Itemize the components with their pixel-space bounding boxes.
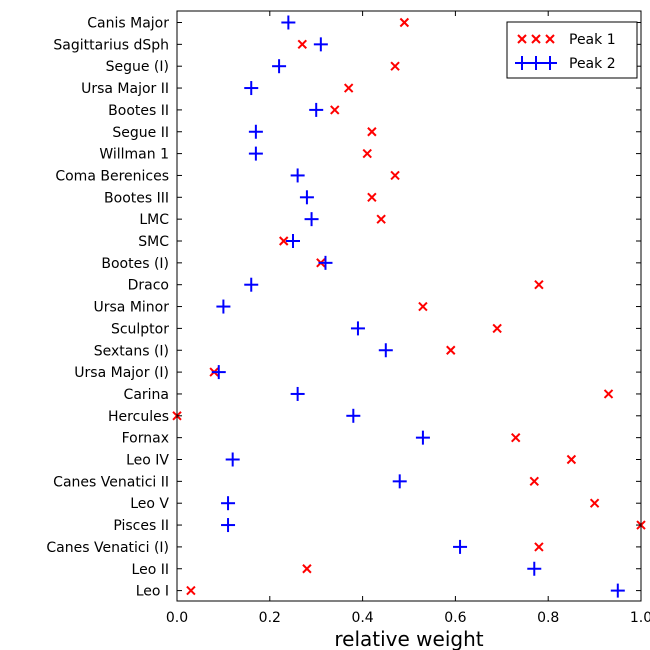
peak2-point <box>350 321 365 336</box>
peak2-point <box>221 518 236 533</box>
y-tick-label: SMC <box>138 234 169 250</box>
peak1-point <box>297 39 307 50</box>
peak1-point <box>362 148 372 159</box>
y-tick-label: Leo II <box>132 562 169 578</box>
plot-area <box>172 15 646 598</box>
peak1-point <box>343 83 354 93</box>
y-tick-label: Sculptor <box>111 321 169 337</box>
axes: Canis Major Sagittarius dSph Segue (I) Ursa… <box>46 11 650 626</box>
legend-x-marker <box>545 34 555 44</box>
legend-label: Peak 1 <box>569 32 616 48</box>
peak2-point <box>272 59 287 74</box>
x-tick-label: 0.0 <box>166 610 188 626</box>
peak2-point <box>392 474 407 489</box>
y-tick-label: Ursa Major II <box>81 81 169 97</box>
peak1-point <box>279 236 289 246</box>
peak2-point <box>216 299 231 314</box>
y-tick-label: Leo I <box>136 584 169 600</box>
x-tick-label: 0.4 <box>351 610 373 626</box>
y-tick-label: Ursa Minor <box>94 300 170 316</box>
legend-label: Peak 2 <box>569 56 616 72</box>
peak2-point <box>281 15 296 30</box>
legend-x-marker <box>531 34 541 44</box>
peak2-point <box>313 37 328 52</box>
x-tick-label: 0.8 <box>537 610 559 626</box>
legend-x-marker <box>517 34 527 44</box>
peak1-point <box>603 389 614 399</box>
peak1-point <box>390 170 400 181</box>
peak2-point <box>244 81 259 96</box>
y-tick-label: Canis Major <box>87 16 169 32</box>
x-tick-label: 0.6 <box>444 610 466 626</box>
peak2-point <box>610 583 625 598</box>
x-tick-label: 0.2 <box>259 610 281 626</box>
peak2-point <box>211 365 226 380</box>
peak1-point <box>589 498 600 508</box>
peak1-point <box>534 542 544 552</box>
legend-box <box>506 21 638 79</box>
peak2-point <box>290 386 305 401</box>
y-tick-label: Bootes (I) <box>101 256 169 272</box>
plot-frame <box>176 10 642 602</box>
peak1-point <box>367 127 377 137</box>
peak1-point <box>186 585 196 596</box>
peak2-point <box>304 212 319 227</box>
peak2-point <box>378 343 393 358</box>
y-tick-label: Fornax <box>122 431 169 447</box>
peak2-point <box>299 190 314 205</box>
y-tick-label: Ursa Major (I) <box>74 365 169 381</box>
y-tick-label: Segue (I) <box>106 59 169 75</box>
peak1-point <box>511 432 521 443</box>
y-tick-label: Segue II <box>112 125 169 141</box>
peak1-point <box>529 476 539 487</box>
peak1-point <box>330 105 340 115</box>
peak2-point <box>225 452 240 467</box>
y-tick-label: Sextans (I) <box>94 343 169 359</box>
peak1-point <box>492 323 502 334</box>
legend-entry: Peak 1 <box>517 32 616 48</box>
peak1-point <box>446 345 456 355</box>
peak1-point <box>302 564 312 574</box>
peak2-point <box>415 430 430 445</box>
y-tick-label: Willman 1 <box>99 147 169 163</box>
y-tick-label: Draco <box>128 278 169 294</box>
legend-entry: Peak 2 <box>515 56 616 72</box>
peak2-point <box>290 168 305 183</box>
y-tick-label: Canes Venatici II <box>53 474 169 490</box>
y-tick-label: Sagittarius dSph <box>53 37 169 53</box>
peak1-point <box>418 301 428 312</box>
peak2-point <box>248 124 263 139</box>
peak2-point <box>221 496 236 511</box>
peak2-point <box>286 234 300 248</box>
peak1-point <box>376 214 386 224</box>
y-tick-label: Carina <box>124 387 169 403</box>
y-tick-label: Bootes II <box>108 103 169 119</box>
y-tick-label: Canes Venatici (I) <box>46 540 169 556</box>
y-tick-label: Coma Berenices <box>55 168 169 184</box>
peak1-point <box>367 192 377 203</box>
peak1-point <box>534 279 544 290</box>
y-tick-label: Pisces II <box>113 518 169 534</box>
peak2-point <box>248 146 263 161</box>
x-axis-title: relative weight <box>334 627 483 650</box>
peak2-point <box>453 539 468 554</box>
peak1-point <box>390 61 400 71</box>
peak1-point <box>566 454 577 465</box>
y-tick-label: Leo IV <box>126 453 169 469</box>
peak2-point <box>309 102 324 117</box>
y-tick-label: Hercules <box>108 409 169 425</box>
peak2-point <box>346 408 361 423</box>
y-tick-label: Bootes III <box>104 190 169 206</box>
peak2-point <box>244 277 259 292</box>
peak1-point <box>399 17 410 28</box>
y-tick-label: Leo V <box>130 496 169 512</box>
x-tick-label: 1.0 <box>630 610 650 626</box>
legend: Peak 1 Peak 2 <box>506 21 638 79</box>
y-tick-label: LMC <box>139 212 169 228</box>
peak2-point <box>527 561 542 576</box>
peak2-point <box>318 255 333 270</box>
